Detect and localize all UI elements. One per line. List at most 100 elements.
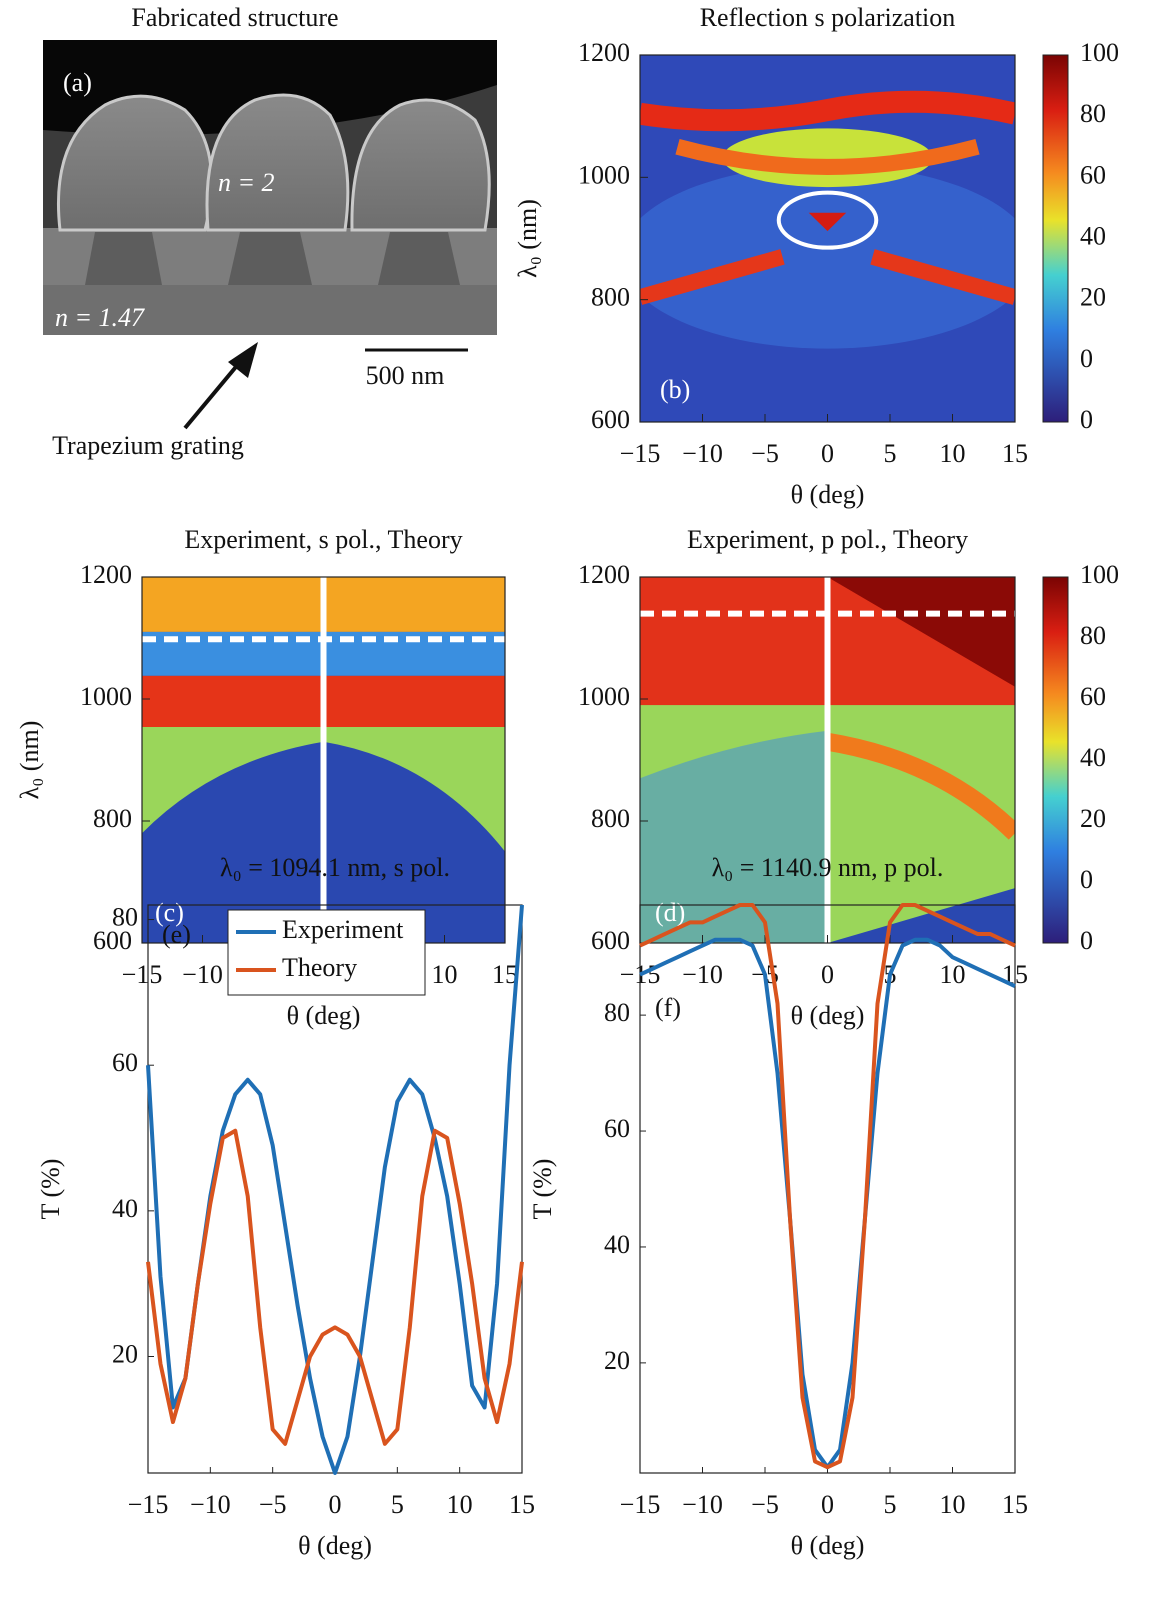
panel-label: (d) <box>655 898 685 927</box>
heat-band <box>675 139 980 175</box>
heatmap-image <box>640 577 1015 943</box>
colorbar-label: 20 <box>1080 804 1106 833</box>
heat-region <box>640 730 828 943</box>
y-axis-label: T (%) <box>36 1159 65 1220</box>
heat-band <box>826 732 1015 840</box>
panel-label: (a) <box>63 68 92 97</box>
panel-label: (b) <box>660 375 690 404</box>
colorbar-label: 40 <box>1080 221 1106 250</box>
y-axis-label: T (%) <box>528 1159 557 1220</box>
y-tick-label: 80 <box>112 903 138 932</box>
colorbar-label: 0 <box>1080 344 1093 373</box>
x-tick-label: −10 <box>682 1490 723 1519</box>
colorbar-label: 20 <box>1080 283 1106 312</box>
heat-band <box>640 249 1015 305</box>
x-tick-label: −10 <box>182 960 223 989</box>
y-tick-label: 600 <box>591 926 630 955</box>
x-tick-label: 0 <box>821 439 834 468</box>
y-tick-label: 1200 <box>578 560 630 589</box>
y-tick-label: 80 <box>604 998 630 1027</box>
chart-title: λ₀ = 1140.9 nm, p pol. <box>712 853 944 882</box>
x-tick-label: −5 <box>751 1490 779 1519</box>
y-tick-label: 600 <box>93 926 132 955</box>
colorbar-label: 100 <box>1080 560 1119 589</box>
heat-region <box>142 727 505 852</box>
legend-label: Theory <box>282 953 357 982</box>
colorbar-label: 0 <box>1080 865 1093 894</box>
sem-teeth <box>43 232 497 335</box>
heatmap-image <box>640 55 1015 422</box>
x-tick-label: 15 <box>1002 1490 1028 1519</box>
x-tick-label: 0 <box>329 1490 342 1519</box>
x-tick-label: −15 <box>620 1490 661 1519</box>
y-tick-label: 20 <box>112 1339 138 1368</box>
y-tick-label: 1000 <box>578 682 630 711</box>
y-tick-label: 1200 <box>80 560 132 589</box>
y-tick-label: 1200 <box>578 38 630 67</box>
y-tick-label: 800 <box>591 283 630 312</box>
heat-region <box>827 577 1015 687</box>
x-tick-label: −5 <box>751 439 779 468</box>
y-tick-label: 40 <box>112 1194 138 1223</box>
colorbar-label: 80 <box>1080 621 1106 650</box>
y-tick-label: 60 <box>112 1048 138 1077</box>
heatmap-image <box>142 577 505 943</box>
highlight-circle <box>776 190 879 250</box>
x-tick-label: −10 <box>682 439 723 468</box>
y-axis-label: λ₀ (nm) <box>513 199 542 278</box>
x-axis-label: θ (deg) <box>791 1531 865 1560</box>
panel-title: Fabricated structure <box>131 3 338 32</box>
chart-title: Experiment, p pol., Theory <box>687 525 968 554</box>
colorbar <box>1042 54 1069 423</box>
x-tick-label: 10 <box>940 960 966 989</box>
panel-label: (c) <box>155 898 184 927</box>
data-line <box>639 903 1016 1470</box>
y-tick-label: 600 <box>591 405 630 434</box>
x-tick-label: 10 <box>940 1490 966 1519</box>
x-tick-label: 5 <box>884 1490 897 1519</box>
x-tick-label: −10 <box>682 960 723 989</box>
colorbar-label: 80 <box>1080 99 1106 128</box>
x-axis-label: θ (deg) <box>298 1531 372 1560</box>
y-tick-label: 1000 <box>578 160 630 189</box>
scale-label: 500 nm <box>366 361 445 390</box>
x-tick-label: −15 <box>620 439 661 468</box>
y-tick-label: 800 <box>591 804 630 833</box>
y-tick-label: 40 <box>604 1230 630 1259</box>
panel-a: Fabricated structure (a) n = 2 n = 1.47 … <box>43 3 497 460</box>
colorbar-label: 40 <box>1080 743 1106 772</box>
panel-label: (e) <box>162 920 191 949</box>
x-tick-label: 5 <box>884 439 897 468</box>
y-axis-label: λ₀ (nm) <box>15 721 44 800</box>
colorbar-label: 60 <box>1080 160 1106 189</box>
y-tick-label: 60 <box>604 1114 630 1143</box>
heat-spot <box>808 212 847 232</box>
y-tick-label: 1000 <box>80 682 132 711</box>
colorbar-label: 100 <box>1080 38 1119 67</box>
chart-title: Experiment, s pol., Theory <box>184 525 462 554</box>
index-label: n = 2 <box>218 168 275 197</box>
x-tick-label: 0 <box>821 1490 834 1519</box>
plot-frame <box>639 904 1016 1474</box>
x-axis-label: θ (deg) <box>791 1001 865 1030</box>
x-tick-label: 15 <box>1002 439 1028 468</box>
x-tick-label: 10 <box>432 960 458 989</box>
chart-title: λ₀ = 1094.1 nm, s pol. <box>220 853 450 882</box>
colorbar-label: 0 <box>1080 926 1093 955</box>
x-axis-label: θ (deg) <box>287 1001 361 1030</box>
x-tick-label: −15 <box>122 960 163 989</box>
x-tick-label: −5 <box>259 1490 287 1519</box>
y-tick-label: 20 <box>604 1346 630 1375</box>
x-tick-label: 5 <box>391 1490 404 1519</box>
data-line <box>146 1128 524 1446</box>
plot-frame <box>639 54 1016 423</box>
colorbar-label: 60 <box>1080 682 1106 711</box>
arrow-label: Trapezium grating <box>52 431 244 460</box>
heat-region <box>640 165 1015 349</box>
plot-frame <box>639 576 1016 944</box>
legend-label: Experiment <box>282 915 404 944</box>
x-tick-label: 15 <box>492 960 518 989</box>
x-tick-label: −15 <box>128 1490 169 1519</box>
arrow <box>183 360 242 430</box>
